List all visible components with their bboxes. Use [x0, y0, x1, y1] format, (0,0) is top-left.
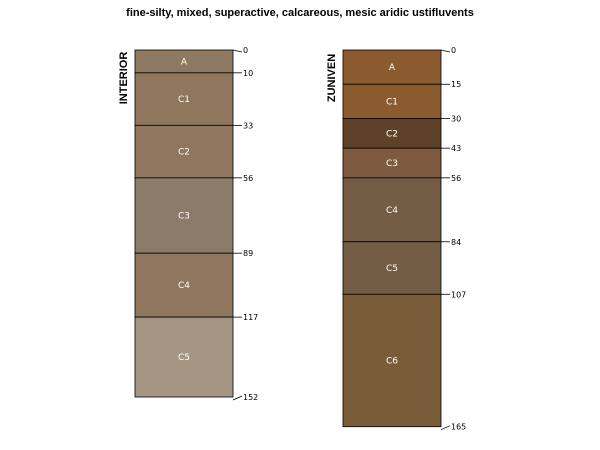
horizon-c6: [342, 293, 442, 428]
depth-tick: [440, 49, 451, 53]
profiles-group: A C1 C2 C3 C4 C5 0 10 33 56 89 117 152 INTERIOR A C1 C2 C…: [118, 46, 466, 432]
horizon-label: A: [181, 57, 188, 67]
horizon-label: C3: [178, 212, 190, 222]
depth-label: 107: [451, 290, 466, 299]
horizon-c1: [342, 83, 442, 119]
chart-title: fine-silty, mixed, superactive, calcareo…: [126, 7, 474, 19]
depth-label: 117: [243, 313, 258, 322]
horizon-a: [342, 49, 442, 85]
horizon-label: C1: [386, 97, 398, 107]
depth-tick: [232, 395, 243, 401]
depth-label: 0: [243, 46, 248, 55]
horizon-c5: [342, 241, 442, 295]
horizon-c4: [342, 177, 442, 243]
depth-label: 15: [451, 80, 461, 89]
depth-label: 165: [451, 423, 466, 432]
horizon-label: C1: [178, 95, 190, 105]
horizon-label: C2: [178, 148, 190, 158]
horizon-label: C3: [386, 159, 398, 169]
profile-zuniven: A C1 C2 C3 C4 C5 C6 0 15 30 43 56 84 107 165 ZUNIVEN: [326, 46, 466, 432]
horizon-label: C2: [386, 129, 398, 139]
horizon-label: C6: [386, 356, 398, 366]
horizon-label: C5: [178, 353, 190, 363]
depth-label: 0: [451, 46, 456, 55]
depth-label: 10: [243, 69, 253, 78]
profile-interior: A C1 C2 C3 C4 C5 0 10 33 56 89 117 152 INTERIOR: [118, 46, 258, 402]
depth-label: 56: [451, 174, 461, 183]
horizon-c4: [134, 252, 234, 318]
horizon-c2: [134, 124, 234, 179]
horizon-c5: [134, 316, 234, 398]
depth-label: 33: [243, 121, 253, 130]
depth-label: 89: [243, 249, 253, 258]
profile-name: INTERIOR: [118, 52, 130, 105]
depth-label: 84: [451, 238, 461, 247]
depth-label: 56: [243, 174, 253, 183]
profile-name: ZUNIVEN: [326, 54, 338, 102]
horizon-label: C4: [386, 206, 398, 216]
horizon-label: A: [389, 63, 396, 73]
depth-tick: [440, 425, 451, 431]
depth-label: 43: [451, 144, 461, 153]
horizon-label: C5: [386, 264, 398, 274]
depth-label: 30: [451, 114, 461, 123]
horizon-c1: [134, 72, 234, 126]
horizon-c2: [342, 118, 442, 149]
depth-tick: [232, 49, 243, 53]
horizon-c3: [134, 177, 234, 254]
depth-label: 152: [243, 393, 258, 402]
horizon-label: C4: [178, 281, 190, 291]
